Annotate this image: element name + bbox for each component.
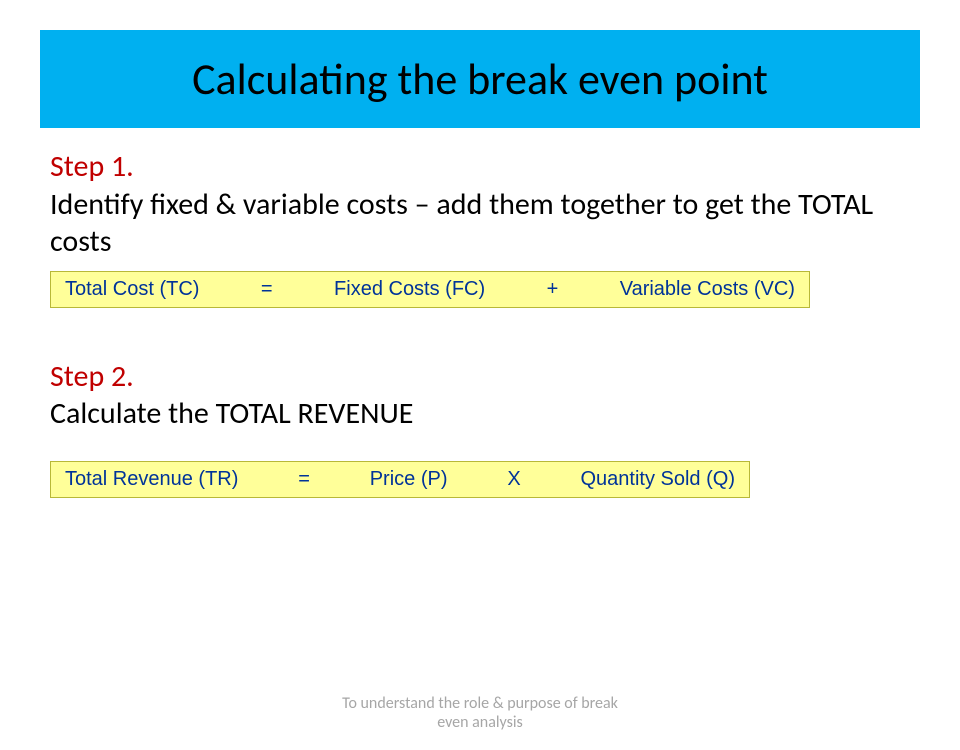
footer-line2: even analysis: [0, 713, 960, 732]
step2-block: Step 2. Calculate the TOTAL REVENUE Tota…: [50, 358, 910, 498]
formula2-term1: Price (P): [370, 468, 448, 491]
title-banner: Calculating the break even point: [40, 30, 920, 128]
formula2-eq: =: [298, 468, 310, 491]
content-area: Step 1. Identify fixed & variable costs …: [0, 128, 960, 498]
footer-note: To understand the role & purpose of brea…: [0, 694, 960, 732]
formula2-lhs: Total Revenue (TR): [65, 468, 238, 491]
step2-label: Step 2.: [50, 358, 910, 396]
page-title: Calculating the break even point: [70, 52, 890, 106]
step1-label: Step 1.: [50, 148, 910, 186]
formula1-lhs: Total Cost (TC): [65, 278, 199, 301]
step1-block: Step 1. Identify fixed & variable costs …: [50, 148, 910, 308]
step2-text: Calculate the TOTAL REVENUE: [50, 395, 910, 433]
formula1-op: +: [547, 278, 559, 301]
step1-text: Identify fixed & variable costs – add th…: [50, 186, 910, 261]
formula2-box: Total Revenue (TR) = Price (P) X Quantit…: [50, 461, 750, 498]
formula1-term2: Variable Costs (VC): [620, 278, 795, 301]
formula2-term2: Quantity Sold (Q): [580, 468, 735, 491]
formula2-op: X: [507, 468, 520, 491]
formula1-term1: Fixed Costs (FC): [334, 278, 485, 301]
formula1-eq: =: [261, 278, 273, 301]
footer-line1: To understand the role & purpose of brea…: [0, 694, 960, 713]
formula1-box: Total Cost (TC) = Fixed Costs (FC) + Var…: [50, 271, 810, 308]
